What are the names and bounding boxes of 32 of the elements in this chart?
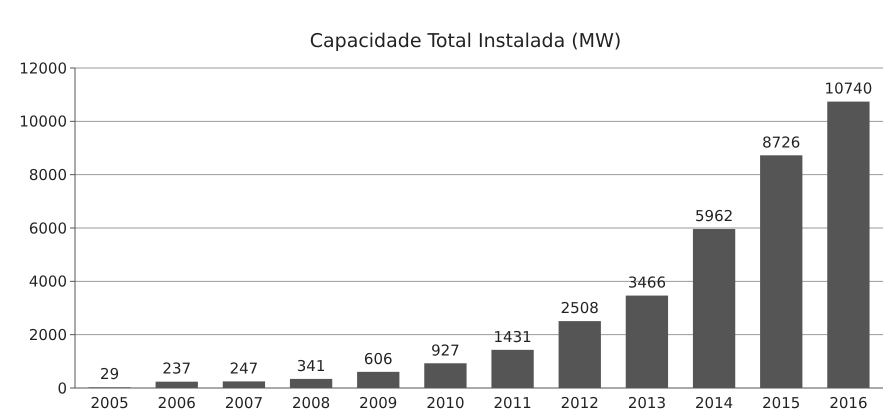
data-label: 5962 — [694, 207, 734, 226]
x-tick-label: 2010 — [426, 394, 465, 412]
x-tick-label: 2008 — [292, 394, 330, 412]
x-tick-label: 2007 — [224, 394, 264, 412]
data-label: 606 — [364, 350, 393, 368]
data-label: 927 — [431, 341, 460, 360]
x-tick-label: 2009 — [359, 394, 398, 412]
data-label: 1431 — [493, 328, 532, 346]
y-tick-label: 6000 — [28, 219, 67, 238]
y-tick-label: 12000 — [19, 59, 67, 78]
x-tick-label: 2012 — [560, 394, 599, 412]
y-tick-label: 8000 — [28, 166, 67, 184]
x-tick-label: 2016 — [829, 394, 868, 412]
x-tick-label: 2005 — [90, 394, 129, 412]
y-tick-label: 10000 — [19, 112, 67, 131]
data-label: 341 — [296, 356, 326, 375]
chart-title: Capacidade Total Instalada (MW) — [310, 30, 622, 52]
data-label: 29 — [100, 365, 120, 384]
data-label: 10740 — [824, 80, 872, 98]
data-label: 2508 — [560, 299, 599, 318]
x-tick-label: 2011 — [493, 394, 532, 412]
data-label: 3466 — [628, 274, 666, 292]
x-tick-label: 2006 — [158, 394, 196, 412]
x-tick-label: 2013 — [628, 394, 666, 412]
x-tick-label: 2014 — [694, 394, 734, 412]
y-tick-label: 2000 — [28, 326, 67, 344]
data-label: 247 — [230, 359, 258, 378]
x-tick-label: 2015 — [762, 394, 800, 412]
y-tick-label: 4000 — [28, 272, 67, 291]
data-label: 8726 — [762, 133, 800, 152]
data-label: 237 — [162, 360, 192, 378]
y-tick-label: 0 — [57, 379, 67, 398]
